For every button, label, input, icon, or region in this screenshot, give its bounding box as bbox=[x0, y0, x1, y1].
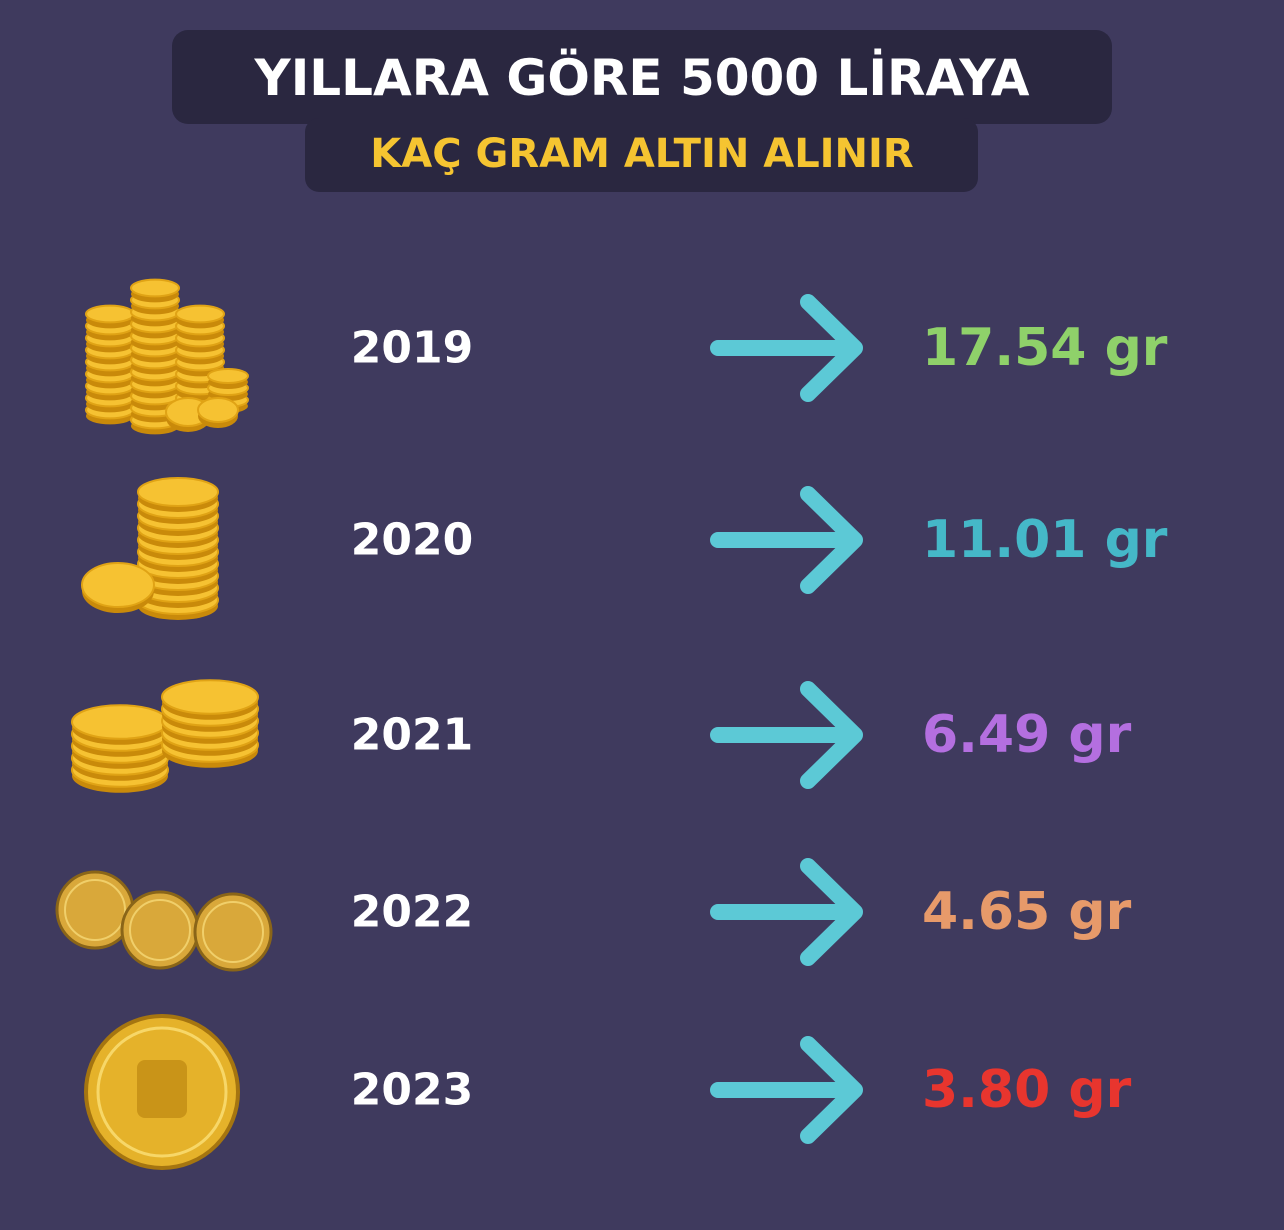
coin-icon bbox=[85, 278, 249, 435]
row: 2021 6.49 gr bbox=[71, 679, 1132, 793]
coin-face bbox=[207, 368, 249, 384]
coin bbox=[120, 890, 200, 970]
arrow bbox=[710, 858, 863, 966]
year: 2021 bbox=[351, 710, 473, 761]
row: 2020 11.01 gr bbox=[81, 477, 1168, 620]
year: 2020 bbox=[351, 515, 473, 566]
coin-face bbox=[175, 304, 225, 324]
arrow bbox=[710, 1036, 863, 1144]
row: 2022 4.65 gr bbox=[55, 858, 1132, 972]
coin-rim bbox=[202, 901, 264, 963]
arrow bbox=[710, 486, 863, 594]
year: 2019 bbox=[351, 323, 473, 374]
coin-rim bbox=[64, 879, 126, 941]
amount: 4.65 gr bbox=[922, 882, 1132, 942]
coin-face bbox=[85, 304, 135, 324]
coin-rim bbox=[129, 899, 191, 961]
coin-face bbox=[161, 679, 259, 715]
coin bbox=[193, 892, 273, 972]
coin-icon bbox=[55, 870, 273, 972]
coin-shield bbox=[137, 1060, 187, 1118]
coin-rim bbox=[96, 1026, 228, 1158]
coin-face bbox=[197, 397, 239, 423]
amount: 11.01 gr bbox=[922, 510, 1168, 570]
amount: 17.54 gr bbox=[922, 318, 1168, 378]
title-box bbox=[172, 30, 1112, 124]
arrow bbox=[710, 681, 863, 789]
subtitle: KAÇ GRAM ALTIN ALINIR bbox=[370, 131, 913, 177]
coin-face bbox=[81, 562, 155, 608]
year: 2023 bbox=[351, 1065, 473, 1116]
row: 2019 17.54 gr bbox=[85, 278, 1168, 435]
amount: 6.49 gr bbox=[922, 705, 1132, 765]
coin-icon bbox=[84, 1014, 240, 1170]
subtitle-box bbox=[305, 118, 978, 192]
coin-face bbox=[137, 477, 219, 507]
coin-icon bbox=[81, 477, 219, 620]
title: YILLARA GÖRE 5000 LİRAYA bbox=[254, 48, 1030, 107]
row: 2023 3.80 gr bbox=[84, 1014, 1132, 1170]
coin-face bbox=[71, 704, 169, 740]
coin-face bbox=[130, 278, 180, 298]
coin-icon bbox=[71, 679, 259, 793]
amount: 3.80 gr bbox=[922, 1060, 1132, 1120]
year: 2022 bbox=[351, 887, 473, 938]
arrow bbox=[710, 294, 863, 402]
